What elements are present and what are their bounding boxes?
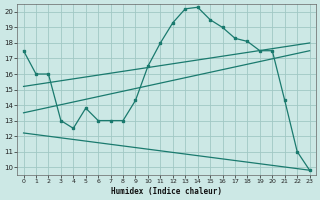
- X-axis label: Humidex (Indice chaleur): Humidex (Indice chaleur): [111, 187, 222, 196]
